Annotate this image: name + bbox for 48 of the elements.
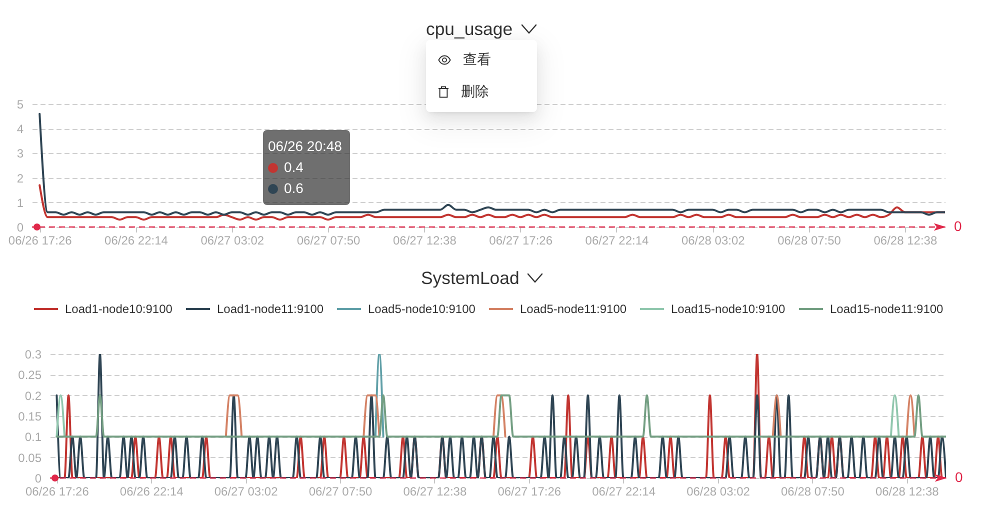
y-tick-label: 1 bbox=[16, 196, 24, 210]
y-tick-label: 0.25 bbox=[18, 368, 42, 382]
y-tick-label: 4 bbox=[16, 122, 24, 136]
x-tick-label: 06/27 17:26 bbox=[498, 484, 562, 498]
x-tick-label: 06/27 03:02 bbox=[200, 234, 264, 248]
x-tick-label: 06/27 07:50 bbox=[308, 484, 373, 498]
annotation: 0.6 bbox=[284, 179, 304, 198]
x-tick-label: 06/28 07:50 bbox=[781, 484, 845, 498]
legend-label: Load15-node10:9100 bbox=[671, 302, 786, 316]
y-tick-label: 0 bbox=[16, 220, 24, 234]
y-tick-label: 3 bbox=[16, 146, 24, 161]
x-tick-label: 06/27 22:14 bbox=[592, 484, 656, 498]
x-tick-label: 06/28 03:02 bbox=[686, 484, 750, 498]
chart-title: cpu_usage bbox=[426, 19, 513, 39]
y-tick-label: 0.05 bbox=[18, 450, 42, 465]
x-tick-label: 06/27 12:38 bbox=[403, 484, 467, 498]
y-tick-label: 0.1 bbox=[24, 430, 42, 444]
annotation: 06/26 20:48 bbox=[268, 137, 342, 156]
legend-label: Load1-node10:9100 bbox=[65, 302, 173, 316]
x-tick-label: 06/27 12:38 bbox=[392, 234, 457, 248]
x-tick-label: 06/26 22:14 bbox=[104, 234, 168, 248]
y-tick-label: 0 bbox=[34, 472, 42, 486]
x-tick-label: 06/28 12:38 bbox=[875, 484, 940, 498]
tooltip: 06/26 20:48 0.4 0.6 bbox=[263, 130, 350, 205]
x-tick-label: 06/27 03:02 bbox=[214, 484, 278, 498]
y-tick-label: 0.15 bbox=[18, 410, 42, 424]
chart-title: SystemLoad bbox=[421, 268, 520, 288]
y-tick-label: 2 bbox=[16, 171, 24, 186]
y-tick-label: 0.3 bbox=[24, 348, 42, 362]
legend-label: Load15-node11:9100 bbox=[830, 302, 944, 316]
x-tick-label: 06/28 12:38 bbox=[874, 234, 938, 248]
x-tick-label: 06/28 03:02 bbox=[681, 234, 746, 248]
x-tick-label: 06/26 17:26 bbox=[25, 484, 90, 498]
x-tick-label: 06/27 17:26 bbox=[489, 234, 553, 248]
ref-line-label: 0 bbox=[955, 469, 963, 485]
y-tick-label: 0.2 bbox=[24, 388, 42, 403]
y-tick-label: 5 bbox=[16, 98, 24, 112]
ref-line-label: 0 bbox=[954, 218, 962, 234]
dropdown-menu: 查看 删除 bbox=[426, 40, 537, 112]
legend-label: Load5-node10:9100 bbox=[368, 302, 476, 316]
x-tick-label: 06/27 07:50 bbox=[296, 234, 361, 248]
legend-label: Load1-node11:9100 bbox=[217, 302, 324, 316]
x-tick-label: 06/26 17:26 bbox=[8, 234, 72, 248]
annotation: 0.4 bbox=[284, 158, 304, 177]
x-tick-label: 06/26 22:14 bbox=[120, 484, 184, 498]
legend-label: Load5-node11:9100 bbox=[520, 302, 627, 316]
x-tick-label: 06/27 22:14 bbox=[585, 234, 650, 248]
x-tick-label: 06/28 07:50 bbox=[778, 234, 842, 248]
